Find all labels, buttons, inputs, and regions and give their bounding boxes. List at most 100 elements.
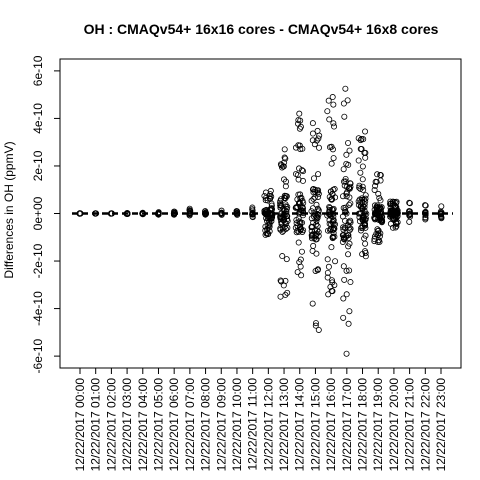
x-tick-label: 12/22/2017 10:00	[230, 378, 244, 472]
data-point	[313, 250, 320, 257]
data-point	[347, 200, 354, 207]
data-point	[186, 207, 193, 214]
data-point	[295, 117, 302, 124]
data-point	[357, 199, 364, 206]
data-point	[359, 223, 366, 230]
data-point	[310, 175, 317, 182]
data-point	[328, 287, 335, 294]
y-tick-label: 4e-10	[31, 103, 45, 134]
data-point	[299, 197, 306, 204]
data-point	[371, 216, 378, 223]
x-tick-label: 12/22/2017 22:00	[418, 378, 432, 472]
data-point	[406, 208, 413, 215]
data-point	[329, 191, 336, 198]
data-point	[266, 223, 273, 230]
data-point	[359, 217, 366, 224]
data-point	[327, 283, 334, 290]
data-point	[313, 201, 320, 208]
data-point	[362, 128, 369, 135]
data-point	[343, 183, 350, 190]
axes	[59, 58, 462, 369]
data-point	[295, 228, 302, 235]
data-point	[293, 229, 300, 236]
data-point	[374, 231, 381, 238]
data-point	[324, 256, 331, 263]
data-point	[376, 206, 383, 213]
data-point	[391, 217, 398, 224]
data-point	[315, 326, 322, 333]
data-point	[315, 208, 322, 215]
data-point	[266, 221, 273, 228]
data-point	[362, 154, 369, 161]
data-point	[284, 224, 291, 231]
data-point	[346, 240, 353, 247]
data-point	[371, 238, 378, 245]
data-point	[295, 120, 302, 127]
data-point	[325, 291, 332, 298]
data-point	[298, 194, 305, 201]
data-point	[347, 219, 354, 226]
data-point	[340, 232, 347, 239]
data-point	[362, 232, 369, 239]
data-point	[315, 193, 322, 200]
data-point	[309, 137, 316, 144]
data-point	[324, 274, 331, 281]
data-point	[355, 198, 362, 205]
data-point	[328, 277, 335, 284]
data-point	[340, 295, 347, 302]
x-tick-label: 12/22/2017 14:00	[293, 378, 307, 472]
data-point	[357, 227, 364, 234]
data-point	[374, 171, 381, 178]
x-tick-label: 12/22/2017 03:00	[120, 378, 134, 472]
x-axis-ticks: 12/22/2017 00:00 12/22/2017 01:00 12/22/20…	[73, 368, 448, 471]
data-point	[340, 100, 347, 107]
data-point	[345, 235, 352, 242]
data-point	[343, 291, 350, 298]
data-point	[297, 146, 304, 153]
data-point	[343, 267, 350, 274]
data-point	[346, 267, 353, 274]
data-point	[312, 320, 319, 327]
data-point	[308, 215, 315, 222]
data-point	[346, 201, 353, 208]
data-point	[280, 205, 287, 212]
data-point	[344, 97, 351, 104]
data-point	[324, 108, 331, 115]
data-point	[331, 225, 338, 232]
data-point	[371, 236, 378, 243]
data-point	[296, 125, 303, 132]
data-point	[357, 185, 364, 192]
data-point	[282, 291, 289, 298]
data-point	[278, 162, 285, 169]
data-point	[308, 197, 315, 204]
data-point	[279, 214, 286, 221]
data-point	[297, 223, 304, 230]
data-point	[357, 137, 364, 144]
data-point	[292, 171, 299, 178]
data-point	[361, 196, 368, 203]
data-point	[356, 182, 363, 189]
data-point	[355, 135, 362, 142]
data-point	[343, 193, 350, 200]
data-point	[315, 228, 322, 235]
data-point	[346, 147, 353, 154]
data-point	[314, 127, 321, 134]
data-point	[294, 269, 301, 276]
x-tick-label: 12/22/2017 18:00	[356, 378, 370, 472]
data-point	[342, 85, 349, 92]
x-tick-label: 12/22/2017 17:00	[340, 378, 354, 472]
x-tick-label: 12/22/2017 08:00	[199, 378, 213, 472]
data-point	[339, 238, 346, 245]
data-point	[377, 214, 384, 221]
x-tick-label: 12/22/2017 15:00	[308, 378, 322, 472]
data-point	[297, 191, 304, 198]
data-point	[362, 224, 369, 231]
data-point	[438, 203, 445, 210]
y-tick-label: -2e-10	[31, 243, 45, 278]
data-point	[330, 120, 337, 127]
data-point	[374, 204, 381, 211]
data-point	[340, 224, 347, 231]
data-point	[340, 314, 347, 321]
data-point	[377, 171, 384, 178]
